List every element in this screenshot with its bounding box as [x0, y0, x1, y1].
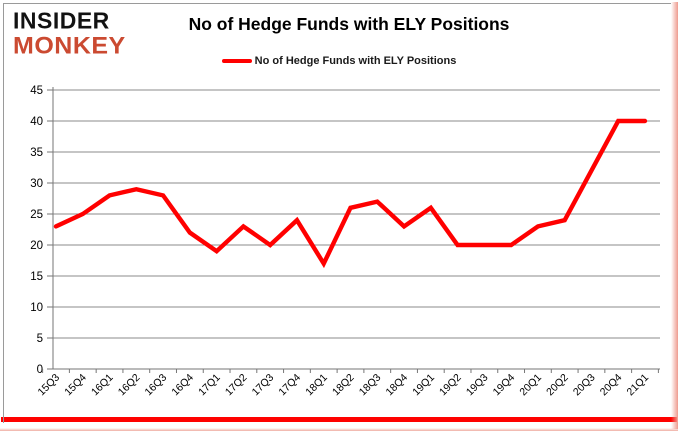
svg-text:16Q1: 16Q1: [89, 372, 116, 399]
svg-text:17Q1: 17Q1: [196, 372, 223, 399]
svg-text:17Q3: 17Q3: [250, 372, 277, 399]
svg-text:5: 5: [37, 333, 43, 345]
chart-legend: No of Hedge Funds with ELY Positions: [0, 55, 678, 67]
svg-text:20Q4: 20Q4: [598, 372, 625, 399]
svg-text:10: 10: [30, 302, 43, 314]
svg-text:18Q2: 18Q2: [330, 372, 357, 399]
svg-text:16Q3: 16Q3: [143, 372, 170, 399]
bottom-red-bar: [1, 417, 677, 422]
svg-text:20Q2: 20Q2: [544, 372, 571, 399]
svg-text:18Q3: 18Q3: [357, 372, 384, 399]
logo-text-insider: INSIDER: [13, 6, 110, 34]
svg-text:19Q3: 19Q3: [464, 372, 491, 399]
svg-text:17Q2: 17Q2: [223, 372, 250, 399]
svg-text:19Q4: 19Q4: [491, 372, 518, 399]
svg-text:45: 45: [30, 85, 43, 97]
svg-text:18Q1: 18Q1: [303, 372, 330, 399]
svg-text:16Q2: 16Q2: [116, 372, 143, 399]
svg-text:30: 30: [30, 178, 43, 190]
svg-text:20Q1: 20Q1: [517, 372, 544, 399]
svg-text:25: 25: [30, 209, 43, 221]
logo-text-monkey: MONKEY: [13, 32, 126, 60]
chart-title: No of Hedge Funds with ELY Positions: [188, 14, 510, 34]
svg-text:18Q4: 18Q4: [384, 372, 411, 399]
svg-text:21Q1: 21Q1: [624, 372, 651, 399]
svg-text:0: 0: [37, 364, 43, 376]
svg-text:35: 35: [30, 147, 43, 159]
legend-label: No of Hedge Funds with ELY Positions: [254, 55, 457, 67]
svg-text:17Q4: 17Q4: [276, 372, 303, 399]
svg-text:19Q1: 19Q1: [410, 372, 437, 399]
svg-text:19Q2: 19Q2: [437, 372, 464, 399]
svg-text:16Q4: 16Q4: [169, 372, 196, 399]
svg-text:15: 15: [30, 271, 43, 283]
svg-text:40: 40: [30, 116, 43, 128]
svg-text:20: 20: [30, 240, 43, 252]
svg-text:15Q4: 15Q4: [62, 372, 89, 399]
insider-monkey-logo: INSIDER MONKEY: [13, 6, 126, 60]
legend-line-marker: [221, 58, 252, 64]
svg-text:20Q3: 20Q3: [571, 372, 598, 399]
